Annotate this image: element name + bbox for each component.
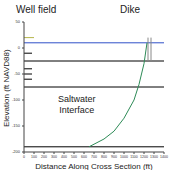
svg-text:500: 500 — [71, 155, 77, 159]
html-text:Saltwater: Saltwater — [58, 94, 96, 104]
svg-text:Elevation (ft NAVD88): Elevation (ft NAVD88) — [8, 49, 11, 127]
svg-text:-50: -50 — [14, 71, 21, 76]
svg-text:900: 900 — [111, 155, 117, 159]
svg-text:0: 0 — [23, 155, 25, 159]
svg-text:800: 800 — [101, 155, 107, 159]
svg-text:-150: -150 — [12, 123, 21, 128]
svg-text:400: 400 — [61, 155, 67, 159]
svg-text:100: 100 — [31, 155, 37, 159]
svg-text:1400: 1400 — [160, 155, 162, 159]
html-text:Dike: Dike — [120, 4, 140, 15]
svg-text:300: 300 — [51, 155, 57, 159]
svg-text:1300: 1300 — [150, 155, 158, 159]
svg-text:700: 700 — [91, 155, 97, 159]
svg-text:50: 50 — [16, 19, 21, 24]
svg-text:600: 600 — [81, 155, 87, 159]
html-text:Well field: Well field — [16, 4, 57, 15]
svg-text:-200: -200 — [12, 149, 21, 154]
html-text:Interface: Interface — [59, 105, 95, 115]
svg-text:200: 200 — [41, 155, 47, 159]
svg-text:1100: 1100 — [130, 155, 138, 159]
svg-text:Distance Along Cross Section (: Distance Along Cross Section (ft) — [35, 162, 153, 170]
svg-text:1200: 1200 — [140, 155, 148, 159]
svg-text:-100: -100 — [12, 97, 21, 102]
svg-text:0: 0 — [18, 45, 21, 50]
svg-text:1000: 1000 — [120, 155, 128, 159]
